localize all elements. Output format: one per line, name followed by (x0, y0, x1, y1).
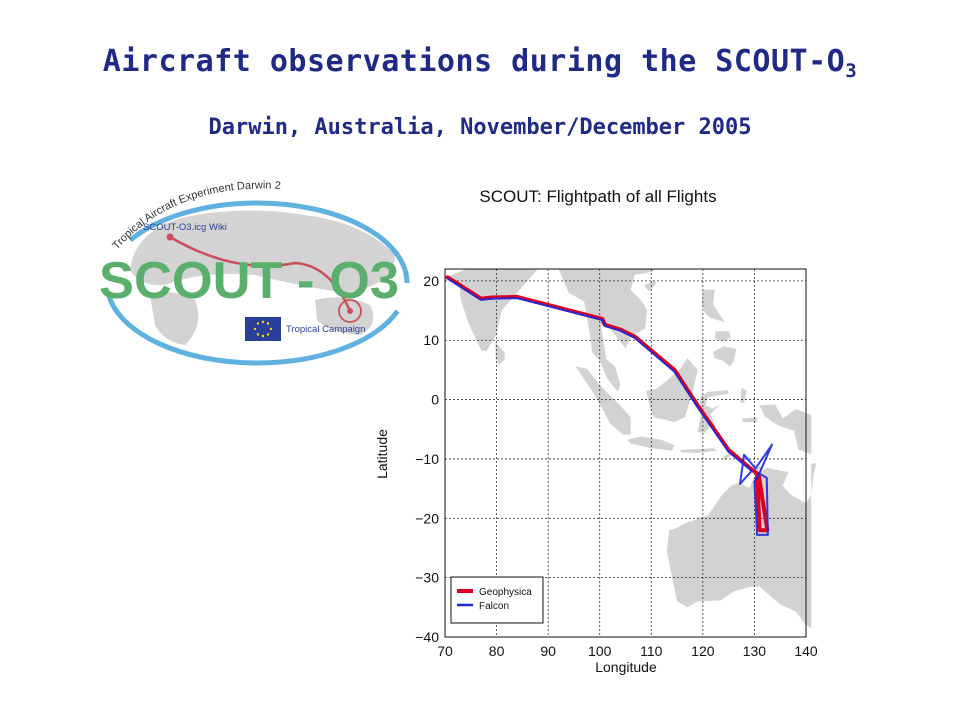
y-tick-label: 0 (431, 392, 439, 408)
legend-label-geophysica: Geophysica (479, 587, 532, 598)
y-tick-label: −20 (415, 510, 439, 526)
philippines-visayas (714, 331, 732, 342)
x-axis-label: Longitude (595, 659, 657, 675)
halmahera-island (740, 387, 747, 404)
java-island (627, 436, 675, 451)
page-title: Aircraft observations during the SCOUT-O… (0, 44, 960, 82)
legend-box (450, 576, 544, 624)
x-tick-label: 80 (489, 643, 505, 659)
track-geophysica (445, 275, 770, 533)
y-axis-label: Latitude (374, 429, 390, 479)
sumatra-island (575, 366, 631, 435)
logo-wiki-text: SCOUT-O3.icg Wiki (143, 222, 227, 233)
eu-flag-icon (245, 317, 281, 341)
flightpath-map: SCOUT: Flightpath of all Flights 70 80 90 1… (374, 187, 818, 675)
page-subtitle: Darwin, Australia, November/December 200… (208, 115, 752, 140)
x-tick-label: 100 (588, 643, 612, 659)
logo-world-silhouette (130, 210, 395, 345)
y-tick-label: 20 (423, 273, 439, 289)
x-tick-labels: 70 80 90 100 110 120 130 140 (437, 643, 818, 659)
philippines-mindanao (713, 346, 737, 367)
logo-campaign-text: Tropical Campaign (286, 324, 365, 335)
flight-tracks (445, 275, 773, 536)
sri-lanka-island (495, 342, 505, 365)
timor-island (723, 449, 740, 461)
x-tick-label: 110 (640, 643, 663, 659)
x-tick-label: 130 (743, 643, 767, 659)
scout-o3-logo: Tropical Aircraft Experiment Darwin 2005… (95, 175, 410, 366)
logo-wordmark: SCOUT - O3 (99, 252, 399, 310)
philippines-luzon (701, 289, 725, 323)
logo-route-end (347, 308, 353, 314)
plot-frame (444, 268, 807, 638)
logo-outer-ellipse (104, 200, 410, 366)
page-title-text: Aircraft observations during the SCOUT-O (102, 44, 846, 79)
borneo-island (646, 358, 698, 423)
india-landmass (445, 269, 538, 352)
legend-label-falcon: Falcon (479, 601, 509, 612)
legend: Geophysica Falcon (450, 576, 544, 624)
y-tick-label: −40 (415, 629, 439, 645)
map-title: SCOUT: Flightpath of all Flights (479, 187, 716, 206)
gridlines (445, 269, 806, 637)
logo-route-target (338, 299, 362, 323)
land-masses (445, 269, 817, 629)
indochina-landmass (558, 269, 657, 392)
track-falcon (446, 277, 773, 536)
page-title-subscript: 3 (845, 60, 858, 82)
y-tick-labels: 20 10 0 −10 −20 −30 −40 (415, 273, 439, 645)
x-tick-label: 120 (691, 643, 715, 659)
logo-route-line (169, 235, 352, 312)
australia-landmass (666, 463, 817, 629)
hainan-island (644, 280, 657, 292)
x-tick-label: 90 (540, 643, 556, 659)
new-guinea-island (759, 404, 812, 455)
flores-islands (679, 448, 718, 453)
y-tick-label: −10 (415, 451, 439, 467)
x-tick-label: 140 (794, 643, 818, 659)
seram-island (741, 417, 757, 423)
x-tick-label: 70 (437, 643, 453, 659)
y-tick-label: 10 (423, 332, 439, 348)
y-tick-label: −30 (415, 570, 439, 586)
eu-flag-stars (253, 320, 273, 338)
sulawesi-island (697, 390, 729, 433)
